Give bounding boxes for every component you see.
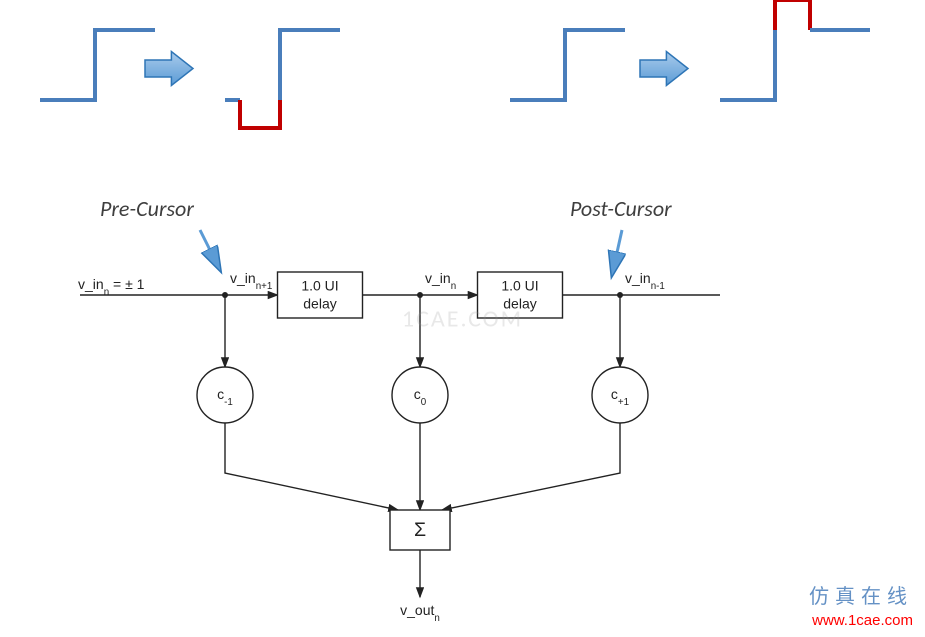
svg-text:v_inn = ± 1: v_inn = ± 1 xyxy=(78,276,145,298)
svg-text:1.0 UI: 1.0 UI xyxy=(301,278,338,294)
svg-text:v_inn-1: v_inn-1 xyxy=(625,270,665,292)
svg-text:delay: delay xyxy=(303,296,336,312)
cn-watermark: 仿真在线 xyxy=(809,580,913,609)
url-watermark: www.1cae.com xyxy=(812,612,913,629)
svg-text:1.0 UI: 1.0 UI xyxy=(501,278,538,294)
svg-text:v_inn: v_inn xyxy=(425,270,456,292)
svg-text:v_outn: v_outn xyxy=(400,602,440,624)
svg-text:delay: delay xyxy=(503,296,536,312)
equalizer-block-diagram: v_inn = ± 1 1.0 UI delay 1.0 UI delay v_inn+1… xyxy=(0,0,925,637)
svg-text:v_inn+1: v_inn+1 xyxy=(230,270,272,292)
svg-text:Σ: Σ xyxy=(414,519,426,541)
